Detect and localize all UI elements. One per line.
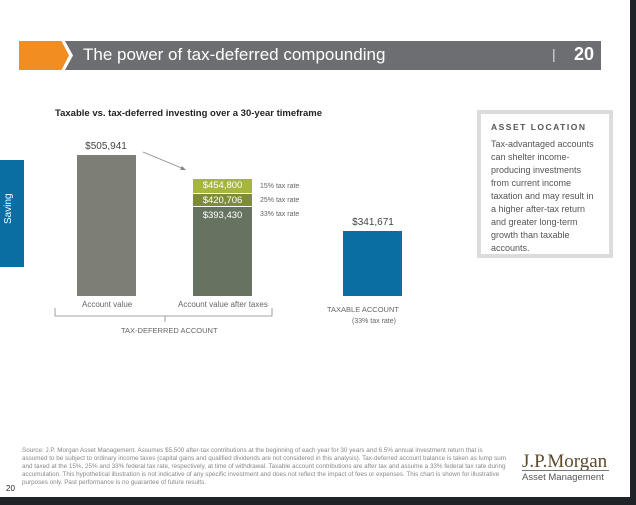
header-page-number: 20 (574, 44, 595, 64)
chart-title: Taxable vs. tax-deferred investing over … (55, 108, 323, 119)
label-segment-25: $420,706 (202, 195, 243, 207)
x-label-after-taxes: Account value after taxes (178, 300, 268, 309)
header-bar (65, 41, 601, 70)
logo-divider (522, 470, 609, 471)
bar-taxable (343, 230, 402, 296)
rate-25: 25% tax rate (260, 197, 300, 204)
label-account-value: $505,941 (85, 141, 127, 152)
logo-subtitle: Asset Management (522, 472, 604, 483)
label-taxable: $341,671 (352, 216, 394, 228)
bar-segment-15 (193, 178, 252, 194)
bar-segment-25 (193, 194, 252, 206)
asset-location-box: ASSET LOCATION Tax-advantaged accounts c… (477, 110, 613, 258)
header-separator: | (552, 46, 556, 62)
bar-segment-33 (193, 206, 252, 296)
footer-page-number: 20 (6, 484, 15, 493)
group-label: TAX-DEFERRED ACCOUNT (121, 326, 218, 335)
box-title: ASSET LOCATION (491, 122, 587, 132)
arrow-head (180, 166, 186, 170)
taxable-sublabel: (33% tax rate) (352, 318, 396, 325)
footnote: Source: J.P. Morgan Asset Management. As… (22, 447, 506, 486)
header-chevron (19, 41, 69, 70)
bar-account-value (77, 155, 136, 296)
group-bracket (54, 308, 273, 317)
label-segment-33: $393,430 (202, 209, 243, 221)
x-label-account-value: Account value (82, 300, 133, 309)
arrow-line (142, 151, 185, 170)
box-text: Tax-advantaged accounts can shelter inco… (491, 139, 594, 253)
x-label-taxable: TAXABLE ACCOUNT (327, 305, 399, 314)
section-tab-saving[interactable]: Saving (0, 160, 24, 267)
slide-page: The power of tax-deferred compounding | … (0, 0, 630, 497)
chart-lines (54, 151, 273, 322)
rate-33: 33% tax rate (260, 211, 300, 218)
jpmorgan-logo: J.P.Morgan (522, 451, 608, 472)
label-segment-15: $454,800 (202, 179, 243, 191)
rate-15: 15% tax rate (260, 183, 300, 190)
page-title: The power of tax-deferred compounding (83, 45, 386, 64)
